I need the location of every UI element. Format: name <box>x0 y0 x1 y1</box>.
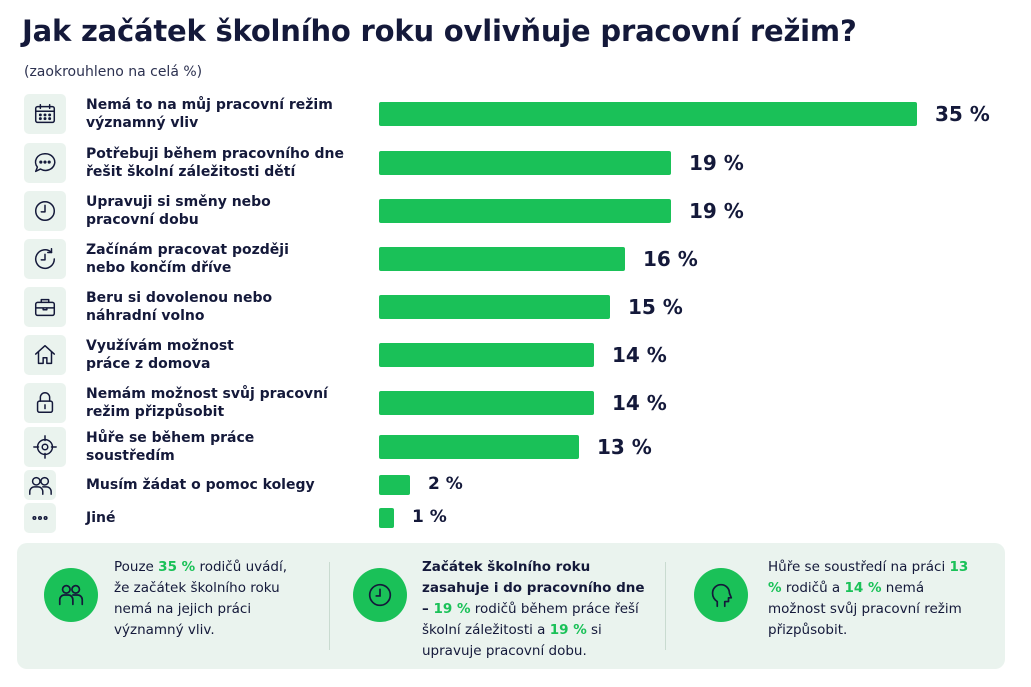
dots-icon <box>24 503 56 533</box>
head-icon <box>694 568 748 622</box>
clock-icon <box>353 568 407 622</box>
bar-label-line: soustředím <box>86 448 175 464</box>
bar-label: Nemá to na můj pracovní režim významný vl… <box>86 96 356 132</box>
lock-icon <box>24 383 66 423</box>
chart-title: Jak začátek školního roku ovlivňuje prac… <box>22 14 857 48</box>
data-label: 19 % <box>689 198 744 223</box>
bar-label-line: režim přizpůsobit <box>86 404 225 420</box>
data-label: 15 % <box>628 294 683 319</box>
bar-label-line: náhradní volno <box>86 308 205 324</box>
bar-label: Nemám možnost svůj pracovní režim přizpůs… <box>86 385 356 421</box>
highlight-value: 14 % <box>844 580 882 596</box>
data-label: 35 % <box>935 101 990 126</box>
note-text: Začátek školního roku zasahuje i do prac… <box>422 559 645 617</box>
chat-bubble-icon <box>24 143 66 183</box>
bar-label: Jiné <box>86 509 356 527</box>
bar <box>379 295 610 319</box>
briefcase-icon <box>24 287 66 327</box>
data-label: 2 % <box>428 474 463 495</box>
target-icon <box>24 427 66 467</box>
clock-arrow-icon <box>24 239 66 279</box>
data-label: 16 % <box>643 246 698 271</box>
highlight-value: 19 % <box>433 601 471 617</box>
bar-label-line: Hůře se během práce <box>86 430 255 446</box>
bar-label-line: Začínám pracovat později <box>86 242 289 258</box>
people-icon <box>44 568 98 622</box>
people-icon <box>24 470 56 500</box>
bar-label-line: Nemá to na můj pracovní režim <box>86 97 333 113</box>
bar-label-line: Nemám možnost svůj pracovní <box>86 386 328 402</box>
bar <box>379 475 410 495</box>
calendar-icon <box>24 94 66 134</box>
clock-icon <box>24 191 66 231</box>
data-label: 1 % <box>412 507 447 528</box>
bar <box>379 435 579 459</box>
summary-panel <box>17 543 1005 669</box>
bar-label: Potřebuji během pracovního dne řešit škol… <box>86 145 356 181</box>
bar-label: Musím žádat o pomoc kolegy <box>86 476 356 494</box>
summary-note-3: Hůře se soustředí na práci 13 % rodičů a… <box>768 557 978 641</box>
bar-label-line: Musím žádat o pomoc kolegy <box>86 477 315 493</box>
divider <box>329 562 330 650</box>
data-label: 14 % <box>612 342 667 367</box>
note-text: rodičů během práce řeší školní záležitos… <box>422 601 639 638</box>
bar-label-line: nebo končím dříve <box>86 260 232 276</box>
bar-label: Hůře se během práce soustředím <box>86 429 356 465</box>
bar-label-line: Upravuji si směny nebo <box>86 194 271 210</box>
bar <box>379 199 671 223</box>
bar-label-line: Beru si dovolenou nebo <box>86 290 273 306</box>
highlight-value: 19 % <box>549 622 587 638</box>
data-label: 14 % <box>612 390 667 415</box>
bar-label: Využívám možnost práce z domova <box>86 337 356 373</box>
summary-note-2: Začátek školního roku zasahuje i do prac… <box>422 557 647 662</box>
bar-label: Upravuji si směny nebo pracovní dobu <box>86 193 356 229</box>
note-text: si upravuje pracovní dobu. <box>422 622 602 659</box>
bar <box>379 247 625 271</box>
bar-label-line: pracovní dobu <box>86 212 199 228</box>
data-label: 19 % <box>689 150 744 175</box>
bar <box>379 391 594 415</box>
note-text: Pouze <box>114 559 159 575</box>
summary-note-1: Pouze 35 % rodičů uvádí, že začátek škol… <box>114 557 299 641</box>
note-text: rodičů a <box>781 580 845 596</box>
data-label: 13 % <box>597 434 652 459</box>
bar <box>379 508 394 528</box>
bar-label-line: Jiné <box>86 510 116 526</box>
bar-label: Beru si dovolenou nebo náhradní volno <box>86 289 356 325</box>
bar-label-line: řešit školní záležitosti dětí <box>86 164 296 180</box>
bar-label-line: Potřebuji během pracovního dne <box>86 146 344 162</box>
bar-label: Začínám pracovat později nebo končím dřív… <box>86 241 356 277</box>
highlight-value: 13 % <box>768 559 969 596</box>
bar-label-line: práce z domova <box>86 356 211 372</box>
note-text: nemá možnost svůj pracovní režim přizpůs… <box>768 580 962 638</box>
bar <box>379 151 671 175</box>
bar <box>379 102 917 126</box>
divider <box>665 562 666 650</box>
note-text: rodičů uvádí, že začátek školního roku n… <box>114 559 288 638</box>
home-icon <box>24 335 66 375</box>
bar-label-line: významný vliv <box>86 115 199 131</box>
chart-subtitle: (zaokrouhleno na celá %) <box>24 64 203 80</box>
bar <box>379 343 594 367</box>
bar-label-line: Využívám možnost <box>86 338 234 354</box>
note-text: Hůře se soustředí na práci <box>768 559 950 575</box>
highlight-value: 35 % <box>158 559 196 575</box>
